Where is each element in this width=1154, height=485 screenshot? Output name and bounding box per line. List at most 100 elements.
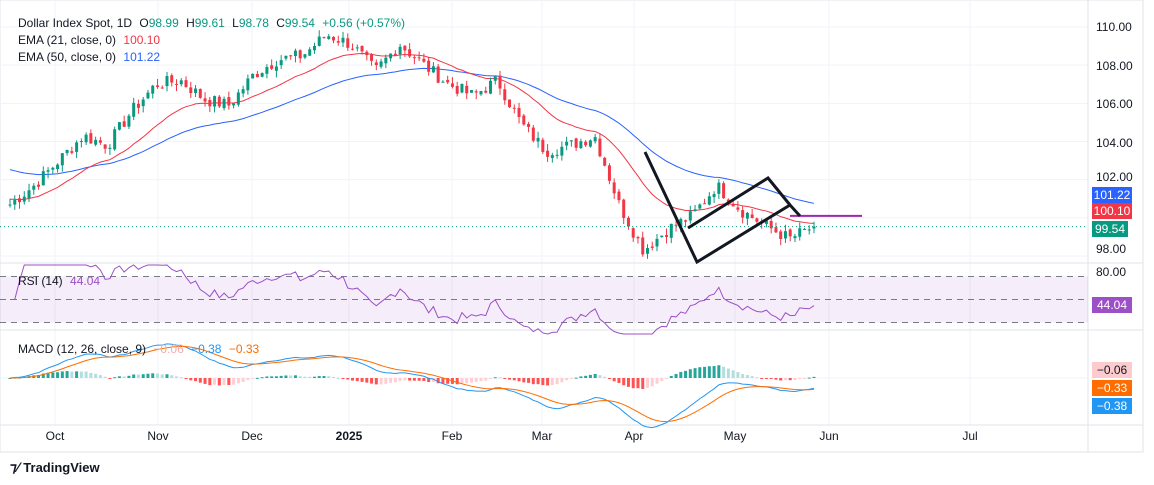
- macd-histogram-bar: [617, 378, 621, 384]
- macd-histogram-bar: [726, 368, 730, 378]
- candle: [422, 58, 426, 62]
- candle: [665, 235, 669, 237]
- candle: [327, 36, 331, 39]
- open-label: O: [139, 16, 149, 30]
- candle: [598, 138, 602, 157]
- macd-histogram-bar: [527, 378, 531, 383]
- candle: [550, 155, 554, 158]
- macd-histogram-bar: [508, 378, 512, 380]
- macd-histogram-bar: [113, 377, 117, 379]
- macd-histogram-bar: [327, 376, 331, 378]
- macd-histogram-bar: [436, 378, 440, 384]
- rsi-line: [10, 264, 815, 335]
- candle: [688, 211, 692, 221]
- candle: [555, 154, 559, 156]
- macd-histogram-bar: [270, 376, 274, 378]
- candle: [660, 235, 664, 238]
- macd-histogram-bar: [8, 378, 12, 379]
- candle: [284, 55, 288, 59]
- candle: [465, 85, 469, 94]
- macd-histogram-bar: [279, 375, 283, 378]
- macd-histogram-bar: [84, 371, 88, 378]
- macd-histogram-bar: [203, 378, 207, 384]
- macd-histogram-bar: [303, 376, 307, 378]
- candle: [165, 76, 169, 87]
- macd-histogram-bar: [398, 378, 402, 381]
- candle: [503, 89, 507, 101]
- y-tick: 104.00: [1096, 136, 1133, 150]
- macd-histogram-bar: [698, 367, 702, 378]
- macd-histogram-bar: [512, 378, 516, 381]
- macd-histogram-bar: [783, 378, 787, 381]
- macd-histogram-bar: [170, 375, 174, 378]
- macd-histogram-bar: [75, 371, 79, 378]
- candle: [255, 73, 259, 78]
- tradingview-icon: ⁊⁄: [10, 459, 20, 475]
- macd-histogram-bar: [217, 378, 221, 386]
- macd-histogram-bar: [531, 378, 535, 385]
- candle: [189, 87, 193, 94]
- candle: [603, 157, 607, 166]
- x-label: Feb: [441, 429, 463, 443]
- last-price-tag: 99.54: [1092, 221, 1128, 237]
- macd-histogram-bar: [132, 374, 136, 378]
- macd-histogram-bar: [741, 374, 745, 378]
- macd-histogram-bar: [341, 378, 345, 379]
- rsi-legend[interactable]: RSI (14) 44.04: [18, 274, 104, 288]
- candle: [56, 164, 60, 170]
- ema50-label: EMA (50, close, 0): [18, 50, 117, 64]
- candle: [184, 80, 188, 87]
- candle: [436, 66, 440, 83]
- macd-histogram-bar: [722, 366, 726, 378]
- macd-histogram-bar: [655, 378, 659, 384]
- macd-histogram-bar: [465, 378, 469, 384]
- candle: [807, 229, 811, 231]
- macd-histogram-bar: [541, 378, 545, 386]
- tradingview-logo[interactable]: ⁊⁄ TradingView: [10, 459, 100, 476]
- symbol-legend: Dollar Index Spot, 1D O98.99 H99.61 L98.…: [18, 16, 409, 30]
- candle: [565, 141, 569, 146]
- candle: [274, 66, 278, 71]
- candle: [522, 115, 526, 125]
- macd-histogram-bar: [136, 374, 140, 378]
- ema50-line: [9, 67, 815, 204]
- macd-histogram-bar: [89, 372, 93, 378]
- macd-histogram-bar: [370, 378, 374, 384]
- candle: [750, 214, 754, 219]
- macd-histogram-bar: [241, 378, 245, 382]
- ema21-legend[interactable]: EMA (21, close, 0) 100.10: [18, 33, 164, 47]
- candle: [631, 228, 635, 238]
- macd-histogram-bar: [274, 376, 278, 378]
- macd-histogram-bar: [441, 378, 445, 384]
- candle: [469, 90, 473, 93]
- candle: [450, 83, 454, 87]
- candle: [612, 182, 616, 194]
- macd-histogram-bar: [660, 378, 664, 382]
- candle: [37, 184, 41, 187]
- candle: [265, 67, 269, 74]
- macd-histogram-bar: [802, 378, 806, 379]
- macd-signal-tag: −0.33: [1092, 380, 1132, 396]
- macd-histogram-bar: [736, 372, 740, 378]
- macd-histogram-bar: [70, 371, 74, 378]
- candle: [113, 129, 117, 150]
- candle: [488, 80, 492, 94]
- low-value: 98.78: [238, 16, 269, 30]
- candle: [84, 134, 88, 143]
- macd-histogram-bar: [431, 378, 435, 382]
- candle: [208, 99, 212, 107]
- candle: [122, 121, 126, 127]
- macd-legend[interactable]: MACD (12, 26, close, 9) −0.06 −0.38 −0.3…: [18, 342, 263, 356]
- x-label: Mar: [531, 429, 553, 443]
- candle: [332, 36, 336, 41]
- candle: [645, 248, 649, 254]
- macd-hist-tag: −0.06: [1092, 362, 1132, 378]
- macd-histogram-bar: [198, 378, 202, 383]
- candle: [560, 146, 564, 156]
- candle: [108, 147, 112, 149]
- ema50-legend[interactable]: EMA (50, close, 0) 101.22: [18, 50, 164, 64]
- candle: [531, 127, 535, 141]
- candle: [355, 47, 359, 49]
